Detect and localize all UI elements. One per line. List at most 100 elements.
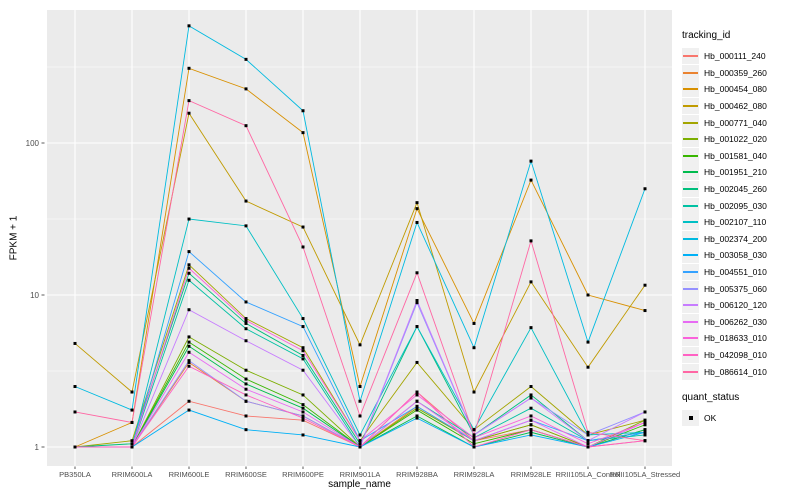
data-point bbox=[472, 436, 476, 440]
data-point bbox=[187, 266, 191, 270]
data-point bbox=[244, 393, 248, 397]
legend-key-swatch bbox=[682, 247, 699, 264]
x-axis-title: sample_name bbox=[328, 479, 391, 490]
legend-key-swatch bbox=[682, 197, 699, 214]
legend-item-label: Hb_042098_010 bbox=[704, 349, 767, 360]
data-point bbox=[301, 368, 305, 372]
legend-key-swatch bbox=[682, 114, 699, 131]
legend-key-swatch bbox=[682, 98, 699, 115]
legend-key-swatch bbox=[682, 230, 699, 247]
legend-item-label: Hb_002374_200 bbox=[704, 233, 767, 244]
data-point bbox=[73, 445, 77, 449]
legend-item-Hb_001951_210: Hb_001951_210 bbox=[682, 164, 798, 181]
data-point bbox=[187, 66, 191, 70]
data-point bbox=[73, 341, 77, 345]
data-point bbox=[244, 377, 248, 381]
legend-key-swatch bbox=[682, 131, 699, 148]
data-point bbox=[586, 430, 590, 434]
data-point bbox=[301, 353, 305, 357]
data-point bbox=[244, 382, 248, 386]
data-point bbox=[244, 339, 248, 343]
data-point bbox=[301, 349, 305, 353]
data-point bbox=[187, 364, 191, 368]
data-point bbox=[244, 124, 248, 128]
legend-item-label: Hb_000454_080 bbox=[704, 84, 767, 95]
data-point bbox=[73, 410, 77, 414]
data-point bbox=[358, 433, 362, 437]
legend-item-label: Hb_000771_040 bbox=[704, 117, 767, 128]
data-point bbox=[643, 420, 647, 424]
data-point bbox=[415, 220, 419, 224]
data-point bbox=[244, 318, 248, 322]
x-tick-label: RRIM600PE bbox=[282, 470, 324, 479]
data-point bbox=[529, 414, 533, 418]
legend-key-swatch bbox=[682, 363, 699, 380]
legend-line-icon bbox=[683, 188, 698, 191]
y-tick-label: 10 bbox=[30, 291, 39, 300]
data-point bbox=[415, 301, 419, 305]
legend-line-icon bbox=[683, 88, 698, 91]
data-point bbox=[472, 321, 476, 325]
legend-item-label: Hb_003058_030 bbox=[704, 250, 767, 261]
legend-line-icon bbox=[683, 121, 698, 124]
legend-line-icon bbox=[683, 271, 698, 274]
legend-item-label: Hb_001951_210 bbox=[704, 167, 767, 178]
legend-item-Hb_042098_010: Hb_042098_010 bbox=[682, 346, 798, 364]
legend-key-swatch bbox=[682, 164, 699, 181]
x-tick-label: RRII105LA_Stressed bbox=[610, 470, 680, 479]
legend-key-swatch bbox=[682, 297, 699, 314]
x-tick-label: RRIM928LE bbox=[511, 470, 552, 479]
legend-item-label: Hb_018633_010 bbox=[704, 333, 767, 344]
x-tick-label: RRIM600SE bbox=[225, 470, 267, 479]
data-point bbox=[472, 428, 476, 432]
legend-key-swatch bbox=[682, 313, 699, 330]
data-point bbox=[187, 350, 191, 354]
data-point bbox=[643, 430, 647, 434]
legend-item-Hb_002045_260: Hb_002045_260 bbox=[682, 181, 798, 198]
legend-key-swatch bbox=[682, 410, 699, 427]
legend-item-Hb_002374_200: Hb_002374_200 bbox=[682, 230, 798, 248]
data-point bbox=[301, 418, 305, 422]
data-point bbox=[244, 317, 248, 321]
legend-item-label: Hb_001581_040 bbox=[704, 150, 767, 161]
data-point bbox=[643, 283, 647, 287]
data-point bbox=[244, 414, 248, 418]
x-tick-label: RRIM600LE bbox=[169, 470, 210, 479]
data-point bbox=[643, 439, 647, 443]
legend-item-Hb_001581_040: Hb_001581_040 bbox=[682, 147, 798, 165]
data-point bbox=[415, 399, 419, 403]
legend-line-icon bbox=[683, 254, 698, 257]
legend-item-Hb_086614_010: Hb_086614_010 bbox=[682, 363, 798, 380]
legend-item-label: OK bbox=[704, 413, 717, 424]
data-point bbox=[415, 416, 419, 420]
data-point bbox=[130, 390, 134, 394]
data-point bbox=[301, 414, 305, 418]
data-point bbox=[529, 385, 533, 389]
data-point bbox=[187, 24, 191, 28]
data-point bbox=[244, 327, 248, 331]
legend-item-Hb_005375_060: Hb_005375_060 bbox=[682, 280, 798, 297]
data-point bbox=[187, 111, 191, 115]
data-point bbox=[187, 271, 191, 275]
x-tick-label: RRIM600LA bbox=[112, 470, 153, 479]
data-point bbox=[415, 404, 419, 408]
data-point bbox=[529, 430, 533, 434]
legend-line-icon bbox=[683, 337, 698, 340]
data-point bbox=[187, 335, 191, 339]
legend-item-label: Hb_002095_030 bbox=[704, 200, 767, 211]
data-point bbox=[301, 403, 305, 407]
data-point bbox=[301, 131, 305, 135]
data-point bbox=[415, 299, 419, 303]
data-point bbox=[301, 325, 305, 329]
legend-item-Hb_006120_120: Hb_006120_120 bbox=[682, 297, 798, 314]
data-point bbox=[244, 199, 248, 203]
legend-key-swatch bbox=[682, 214, 699, 231]
legend-item-label: Hb_086614_010 bbox=[704, 366, 767, 377]
data-point bbox=[358, 439, 362, 443]
data-point bbox=[472, 433, 476, 437]
data-point bbox=[187, 263, 191, 267]
data-point bbox=[187, 359, 191, 363]
data-point bbox=[358, 343, 362, 347]
square-point-icon bbox=[688, 416, 693, 421]
legend-key-swatch bbox=[682, 280, 699, 297]
